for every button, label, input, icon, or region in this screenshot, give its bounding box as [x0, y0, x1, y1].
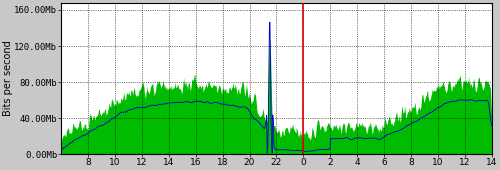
- Y-axis label: Bits per second: Bits per second: [3, 40, 13, 116]
